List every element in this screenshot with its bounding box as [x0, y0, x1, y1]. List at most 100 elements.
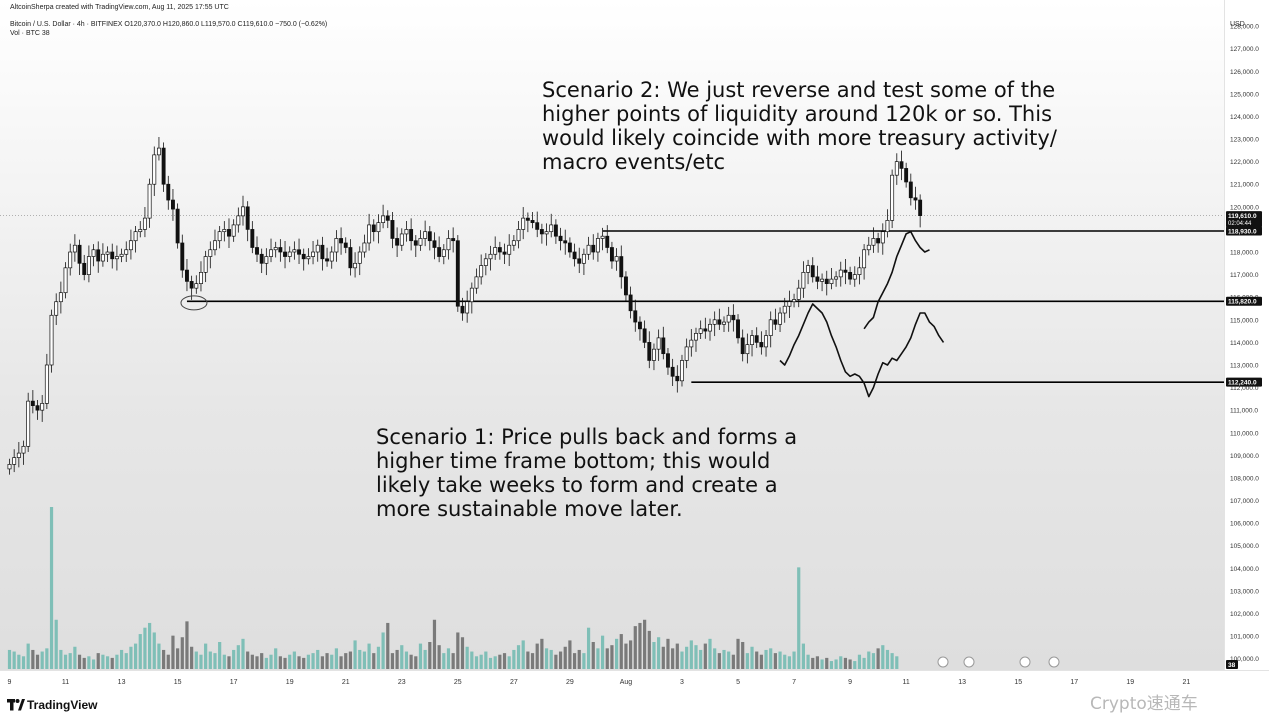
price-tick-label[interactable]: 109,000.0 [1230, 453, 1259, 460]
price-axis[interactable] [1224, 0, 1269, 670]
price-tick-label[interactable]: 100,000.0 [1230, 656, 1259, 663]
price-tick-label[interactable]: 128,000.0 [1230, 24, 1259, 31]
candle-up [124, 249, 129, 255]
volume-bar [815, 656, 820, 669]
price-tick-label[interactable]: 106,000.0 [1230, 521, 1259, 528]
volume-bar [31, 649, 35, 669]
date-tick-label[interactable]: 7 [792, 679, 796, 686]
date-tick-label[interactable]: 11 [62, 679, 69, 686]
volume-bar [236, 645, 240, 669]
candle-down [110, 251, 115, 260]
price-badge-label[interactable]: 115,820.0 [1228, 299, 1257, 306]
date-tick-label[interactable]: 21 [1182, 679, 1190, 686]
candle-down [161, 147, 166, 185]
volume-bar [605, 648, 609, 669]
scenario-path [863, 230, 930, 330]
price-tick-label[interactable]: 114,000.0 [1230, 340, 1259, 347]
price-tick-label[interactable]: 103,000.0 [1230, 588, 1259, 595]
date-tick-label[interactable]: 17 [230, 679, 238, 686]
date-tick-label[interactable]: 25 [454, 679, 462, 686]
event-icon[interactable] [937, 656, 949, 668]
volume-bar [801, 643, 805, 669]
price-axis-title[interactable]: USD [1230, 21, 1245, 28]
price-tick-label[interactable]: 125,000.0 [1230, 91, 1259, 98]
price-tick-label[interactable]: 108,000.0 [1230, 475, 1259, 482]
volume-badge[interactable] [1226, 660, 1238, 669]
volume-bar [213, 653, 217, 669]
candle-down [301, 253, 306, 260]
volume-bar [400, 645, 404, 669]
date-tick-label[interactable]: 3 [680, 679, 684, 686]
price-tick-label[interactable]: 112,000.0 [1230, 385, 1259, 392]
date-tick-label[interactable]: 15 [174, 679, 182, 686]
price-badge-label[interactable]: 119,610.0 [1228, 213, 1257, 220]
candle-down [567, 242, 572, 253]
date-tick-label[interactable]: 19 [286, 679, 294, 686]
price-tick-label[interactable]: 115,000.0 [1230, 317, 1259, 324]
price-badge[interactable] [1226, 296, 1262, 306]
volume-bar [59, 649, 63, 669]
volume-bar [423, 649, 427, 669]
price-tick-label[interactable]: 107,000.0 [1230, 498, 1259, 505]
volume-bar [17, 654, 21, 669]
event-icon[interactable] [963, 656, 975, 668]
date-tick-label[interactable]: 19 [1126, 679, 1134, 686]
date-tick-label[interactable]: 5 [736, 679, 740, 686]
volume-bar [246, 651, 250, 669]
date-tick-label[interactable]: 23 [398, 679, 406, 686]
volume-bar [302, 657, 306, 669]
price-tick-label[interactable]: 123,000.0 [1230, 137, 1259, 144]
price-tick-label[interactable]: 120,000.0 [1230, 204, 1259, 211]
date-tick-label[interactable]: 9 [8, 679, 12, 686]
price-tick-label[interactable]: 104,000.0 [1230, 566, 1259, 573]
candle-down [848, 271, 853, 280]
price-tick-label[interactable]: 127,000.0 [1230, 46, 1259, 53]
volume-bar [633, 626, 637, 669]
price-tick-label[interactable]: 118,000.0 [1230, 250, 1259, 257]
date-tick-label[interactable]: 13 [118, 679, 126, 686]
price-badge-label[interactable]: 112,240.0 [1228, 379, 1257, 386]
tradingview-brand[interactable]: TradingView [27, 698, 98, 712]
volume-bar [778, 651, 782, 669]
price-tick-label[interactable]: 102,000.0 [1230, 611, 1259, 618]
price-tick-label[interactable]: 124,000.0 [1230, 114, 1259, 121]
date-tick-label[interactable]: 15 [1014, 679, 1022, 686]
price-badge[interactable] [1226, 226, 1262, 236]
price-tick-label[interactable]: 101,000.0 [1230, 634, 1259, 641]
volume-badge-label[interactable]: 38 [1228, 662, 1236, 669]
event-icon[interactable] [1048, 656, 1060, 668]
price-tick-label[interactable]: 122,000.0 [1230, 159, 1259, 166]
candle-up [54, 301, 59, 316]
date-tick-label[interactable]: Aug [620, 679, 633, 686]
price-badge-countdown[interactable]: 02:04:44 [1228, 221, 1252, 227]
date-tick-label[interactable]: 29 [566, 679, 574, 686]
volume-bar [460, 637, 465, 669]
date-tick-label[interactable]: 11 [902, 679, 909, 686]
date-tick-label[interactable]: 21 [342, 679, 350, 686]
volume-bar [666, 638, 670, 669]
date-tick-label[interactable]: 13 [958, 679, 966, 686]
price-tick-label[interactable]: 126,000.0 [1230, 69, 1259, 76]
price-badge[interactable] [1226, 211, 1262, 228]
price-badge-label[interactable]: 118,930.0 [1228, 228, 1257, 235]
footer [0, 692, 1269, 724]
price-tick-label[interactable]: 117,000.0 [1230, 272, 1259, 279]
price-tick-label[interactable]: 111,000.0 [1230, 408, 1258, 415]
date-axis[interactable] [0, 670, 1269, 693]
candle-up [72, 244, 77, 253]
volume-bar [428, 642, 432, 669]
candle-up [315, 244, 320, 253]
price-tick-label[interactable]: 105,000.0 [1230, 543, 1259, 550]
candle-up [750, 335, 754, 345]
date-tick-label[interactable]: 27 [510, 679, 518, 686]
price-tick-label[interactable]: 121,000.0 [1230, 182, 1259, 189]
price-tick-label[interactable]: 113,000.0 [1230, 362, 1259, 369]
price-badge[interactable] [1226, 377, 1262, 387]
event-icon[interactable] [1019, 656, 1031, 668]
volume-bar [330, 654, 334, 669]
date-tick-label[interactable]: 9 [848, 679, 852, 686]
volume-bar [404, 651, 409, 669]
date-tick-label[interactable]: 17 [1070, 679, 1078, 686]
price-tick-label[interactable]: 110,000.0 [1230, 430, 1259, 437]
chart-area[interactable] [0, 0, 1224, 670]
